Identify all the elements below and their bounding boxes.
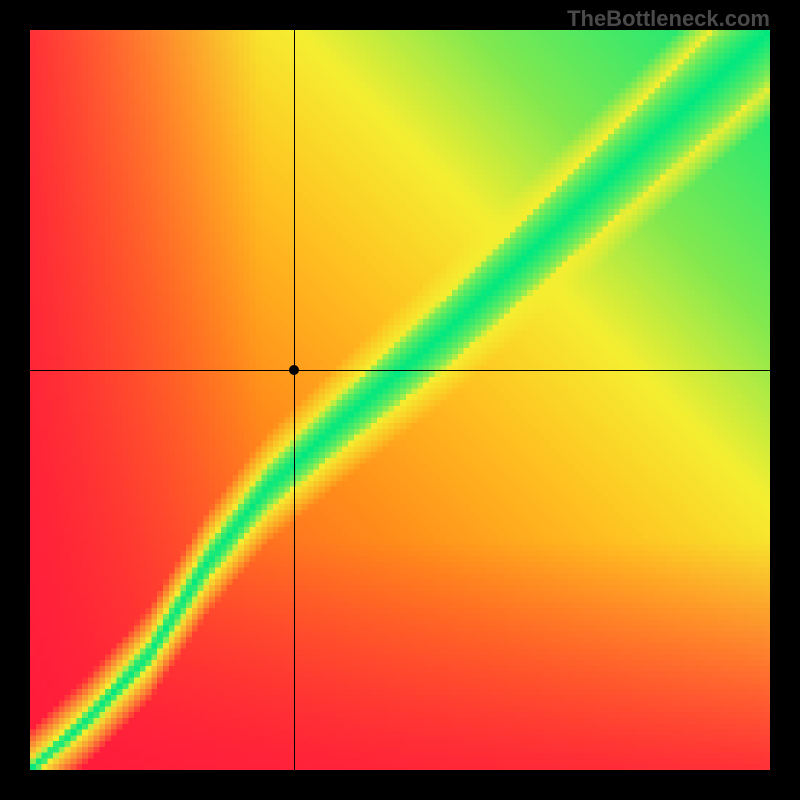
bottleneck-heatmap [30, 30, 770, 770]
chart-container: TheBottleneck.com [0, 0, 800, 800]
crosshair-horizontal [30, 370, 770, 371]
watermark-text: TheBottleneck.com [567, 6, 770, 32]
crosshair-vertical [294, 30, 295, 770]
